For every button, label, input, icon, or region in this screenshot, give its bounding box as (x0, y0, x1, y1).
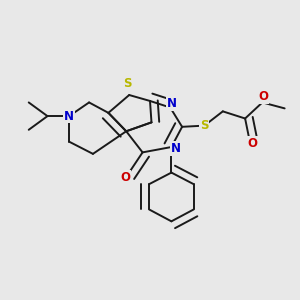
Text: N: N (171, 142, 181, 155)
Text: S: S (200, 119, 208, 132)
Text: S: S (124, 77, 132, 90)
Text: N: N (167, 98, 177, 110)
Text: O: O (258, 90, 268, 103)
Text: N: N (64, 110, 74, 123)
Text: O: O (248, 137, 258, 150)
Text: O: O (120, 170, 130, 184)
